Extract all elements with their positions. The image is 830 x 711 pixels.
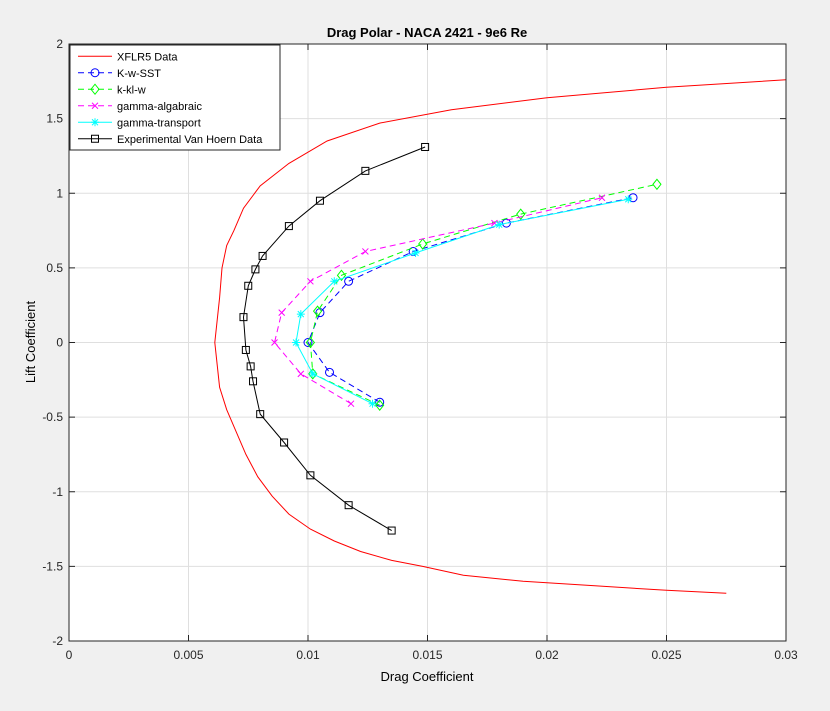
data-point-k-kl-w bbox=[336, 269, 347, 282]
legend-label-gamma-transport: gamma-transport bbox=[117, 117, 201, 129]
legend-marker-experimental-van-hoern-data bbox=[91, 134, 99, 143]
data-point-experimental-van-hoern-data bbox=[306, 471, 315, 480]
data-point-k-w-sst bbox=[303, 338, 313, 347]
data-point-k-w-sst bbox=[501, 218, 511, 228]
y-tick-label: 0.5 bbox=[46, 261, 63, 275]
data-point-gamma-transport bbox=[330, 277, 339, 286]
data-point-experimental-van-hoern-data bbox=[251, 265, 260, 274]
x-tick-label: 0.02 bbox=[535, 648, 559, 662]
series-layer bbox=[214, 79, 787, 594]
series-xflr5-data bbox=[214, 79, 787, 594]
data-point-k-kl-w bbox=[305, 336, 316, 349]
data-point-gamma-transport bbox=[368, 399, 377, 408]
data-point-gamma-algabraic bbox=[362, 248, 369, 255]
legend: XFLR5 Data K-w-SST k-kl-w gamma-algabraic ga… bbox=[69, 44, 281, 151]
data-point-gamma-transport bbox=[292, 338, 301, 347]
legend-marker-k-w-sst bbox=[90, 68, 100, 78]
data-point-gamma-algabraic bbox=[598, 194, 606, 202]
data-point-k-w-sst bbox=[375, 397, 385, 407]
series-line-gamma-transport bbox=[295, 198, 629, 405]
data-point-gamma-transport bbox=[296, 310, 305, 319]
legend-marker-gamma-algabraic bbox=[91, 102, 99, 110]
y-tick-label: 1 bbox=[56, 186, 63, 200]
data-point-experimental-van-hoern-data bbox=[244, 281, 253, 290]
legend-marker-k-kl-w bbox=[90, 83, 100, 96]
y-tick-label: 1.5 bbox=[46, 112, 63, 126]
x-tick-label: 0.025 bbox=[651, 648, 681, 662]
data-point-gamma-transport bbox=[308, 369, 317, 378]
data-point-k-w-sst bbox=[628, 193, 638, 203]
data-point-experimental-van-hoern-data bbox=[421, 142, 430, 151]
y-tick-label: -1 bbox=[52, 485, 63, 499]
series-gamma-algabraic bbox=[271, 194, 606, 408]
x-tick-label: 0.03 bbox=[774, 648, 798, 662]
data-point-gamma-algabraic bbox=[271, 339, 278, 346]
data-point-k-kl-w bbox=[418, 238, 428, 250]
data-point-gamma-algabraic bbox=[307, 277, 314, 285]
data-point-experimental-van-hoern-data bbox=[315, 196, 324, 205]
series-experimental-van-hoern-data bbox=[239, 142, 430, 535]
chart-title: Drag Polar - NACA 2421 - 9e6 Re bbox=[327, 25, 527, 40]
series-line-experimental-van-hoern-data bbox=[242, 146, 426, 532]
data-point-k-w-sst bbox=[325, 367, 335, 377]
x-tick-label: 0.005 bbox=[173, 648, 203, 662]
data-point-k-kl-w bbox=[652, 178, 662, 191]
series-k-kl-w bbox=[305, 178, 662, 411]
data-point-k-kl-w bbox=[516, 208, 526, 220]
y-axis-label: Lift Coefficient bbox=[23, 301, 38, 384]
data-point-k-w-sst bbox=[344, 276, 354, 286]
x-axis-label: Drag Coefficient bbox=[381, 669, 474, 684]
data-point-gamma-algabraic bbox=[278, 309, 286, 317]
x-tick-label: 0.015 bbox=[412, 648, 442, 662]
series-gamma-transport bbox=[292, 195, 633, 408]
data-point-gamma-algabraic bbox=[297, 370, 305, 378]
x-tick-label: 0 bbox=[66, 648, 73, 662]
legend-label-experimental-van-hoern-data: Experimental Van Hoern Data bbox=[117, 134, 263, 146]
data-point-gamma-transport bbox=[411, 248, 420, 257]
y-tick-label: 0 bbox=[56, 336, 63, 350]
data-point-k-kl-w bbox=[308, 368, 318, 380]
data-point-experimental-van-hoern-data bbox=[344, 501, 353, 510]
y-tick-label: -1.5 bbox=[42, 559, 63, 573]
legend-box bbox=[69, 44, 281, 151]
data-point-experimental-van-hoern-data bbox=[241, 345, 250, 354]
data-point-experimental-van-hoern-data bbox=[284, 222, 293, 231]
data-point-experimental-van-hoern-data bbox=[256, 410, 265, 419]
data-point-experimental-van-hoern-data bbox=[246, 362, 255, 371]
y-tick-label: -0.5 bbox=[42, 410, 63, 424]
y-tick-label: -2 bbox=[52, 634, 63, 648]
data-point-experimental-van-hoern-data bbox=[239, 313, 248, 322]
series-line-k-kl-w bbox=[309, 183, 658, 406]
axis-ticks: 0 0.005 0.01 0.015 0.02 0.025 0.03 -2 -1.5 -1 -0.5… bbox=[42, 37, 798, 662]
legend-marker-gamma-transport bbox=[91, 118, 99, 127]
data-point-experimental-van-hoern-data bbox=[387, 526, 396, 535]
legend-label-xflr5-data: XFLR5 Data bbox=[117, 51, 178, 63]
series-line-xflr5-data bbox=[214, 79, 787, 594]
y-tick-label: 2 bbox=[56, 37, 63, 51]
data-point-experimental-van-hoern-data bbox=[258, 251, 267, 260]
series-line-gamma-algabraic bbox=[273, 197, 603, 405]
data-point-gamma-transport bbox=[624, 195, 633, 204]
data-point-gamma-transport bbox=[495, 220, 504, 229]
legend-label-k-kl-w: k-kl-w bbox=[117, 84, 146, 96]
legend-label-k-w-sst: K-w-SST bbox=[117, 68, 161, 80]
x-tick-label: 0.01 bbox=[296, 648, 320, 662]
data-point-experimental-van-hoern-data bbox=[280, 438, 289, 447]
legend-label-gamma-algabraic: gamma-algabraic bbox=[117, 101, 202, 113]
data-point-experimental-van-hoern-data bbox=[249, 377, 258, 386]
data-point-k-kl-w bbox=[375, 399, 385, 411]
data-point-gamma-algabraic bbox=[347, 400, 355, 408]
data-point-k-kl-w bbox=[312, 305, 323, 317]
data-point-experimental-van-hoern-data bbox=[361, 166, 370, 175]
